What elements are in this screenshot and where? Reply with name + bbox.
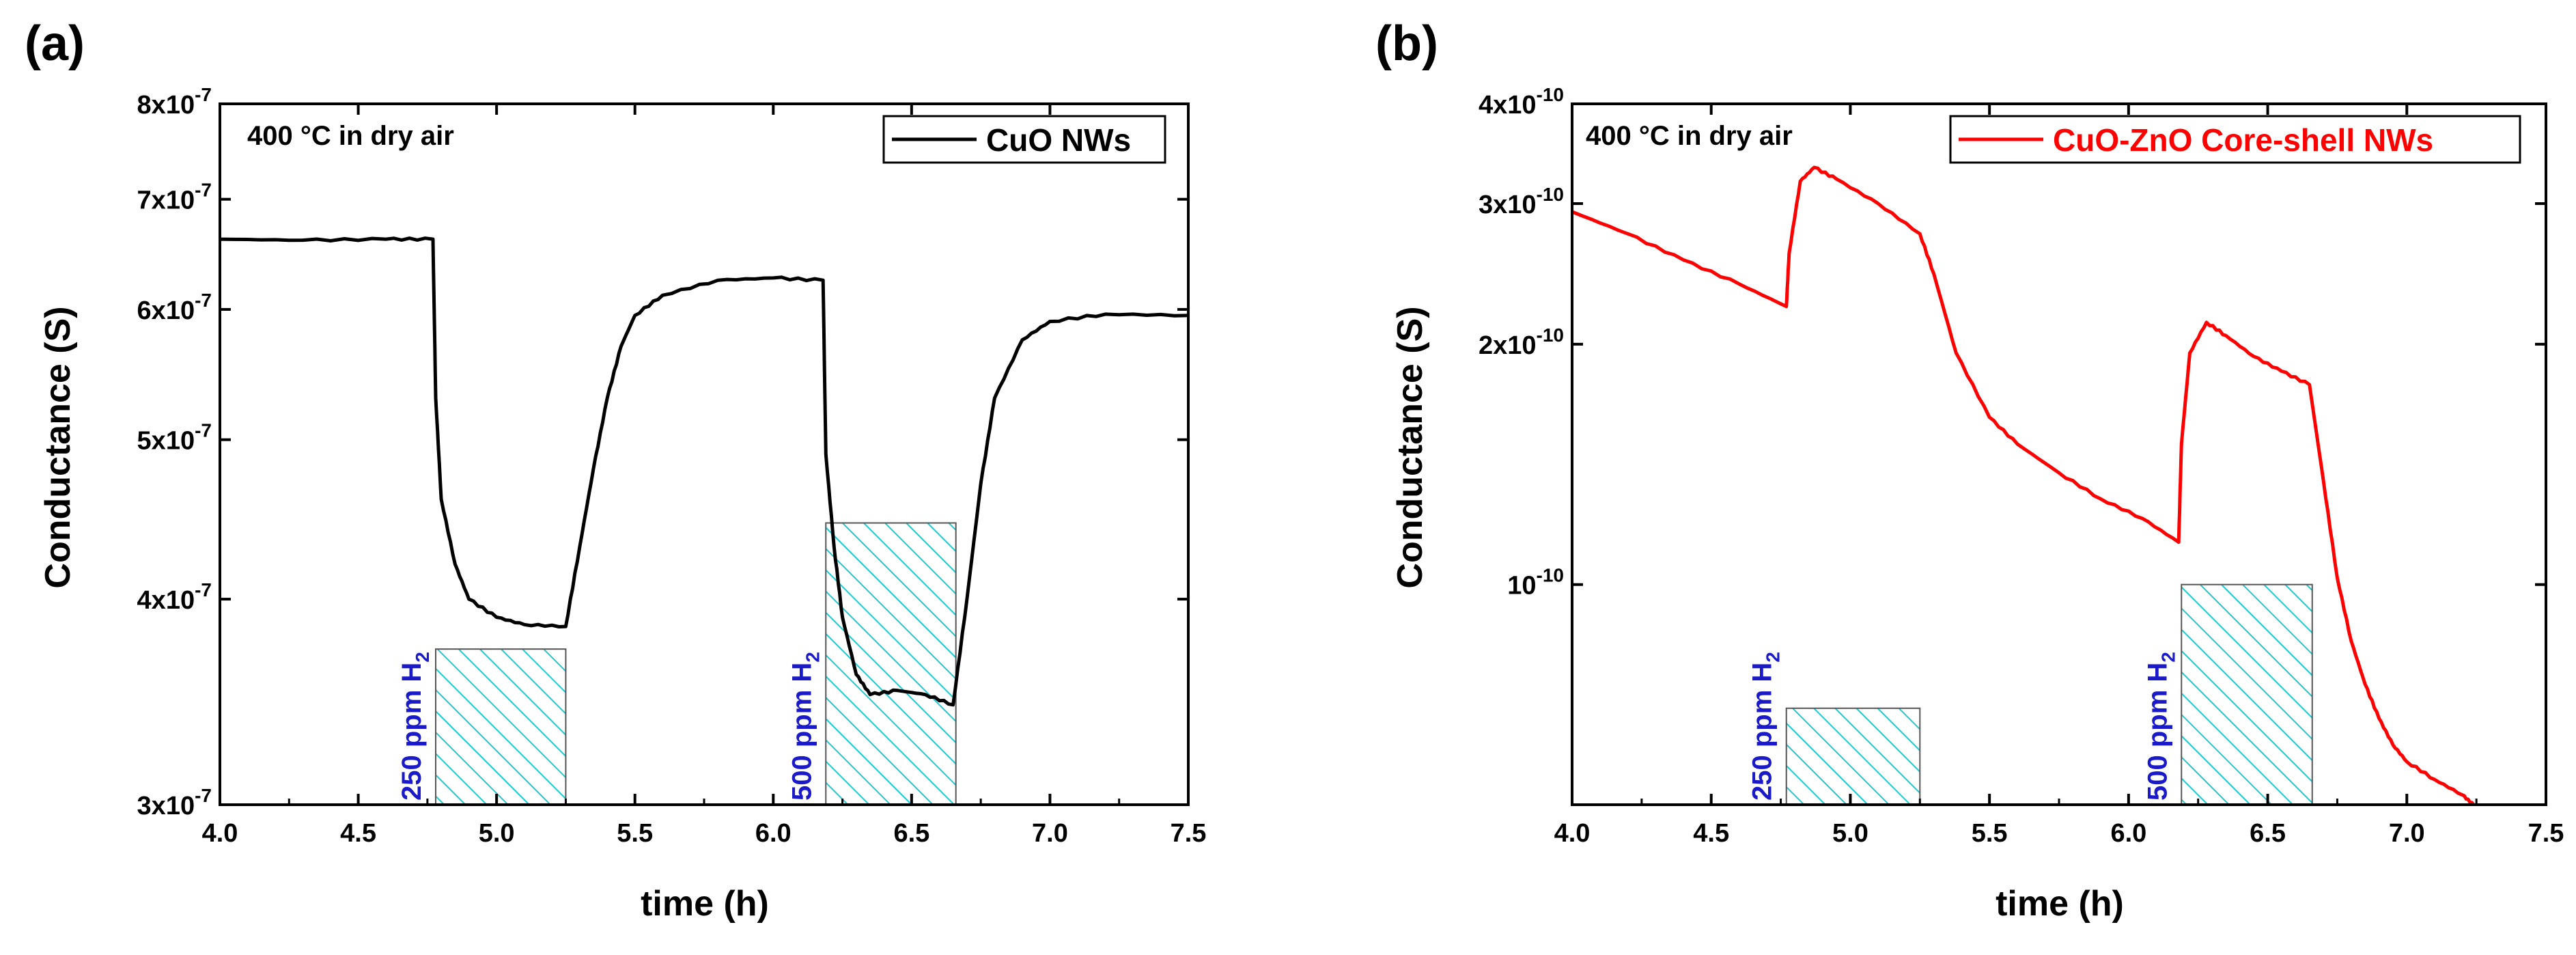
stimulus-bars-a: 250 ppm H2 500 ppm H2 — [397, 522, 957, 805]
x-tick-label: 6.0 — [2110, 819, 2146, 848]
stimulus-label-2: 500 ppm H2 — [2142, 652, 2179, 801]
conductance-line-cuo-zno — [1571, 165, 2476, 806]
legend-a: CuO NWs — [882, 115, 1166, 164]
x-tick-label: 6.0 — [755, 819, 792, 848]
y-tick-label: 6x10-7 — [137, 290, 212, 325]
ticks-a: 4.0 4.5 5.0 5.5 6.0 6.5 7.0 7.5 3x10-7 4x10-7 5x10… — [137, 84, 1207, 848]
stimulus-label-1: 250 ppm H2 — [1748, 652, 1784, 801]
stimulus-label-2: 500 ppm H2 — [787, 652, 823, 801]
x-tick-label: 7.0 — [1032, 819, 1068, 848]
ticks-b: 4.0 4.5 5.0 5.5 6.0 6.5 7.0 7.5 10-10 2x10-10 3x10… — [1479, 84, 2564, 848]
panel-a: (a) Conductance (S) time (h) 250 ppm H2 5… — [25, 16, 1206, 924]
annotation-b: 400 °C in dry air — [1586, 121, 1793, 151]
legend-label-b: CuO-ZnO Core-shell NWs — [2053, 122, 2433, 158]
legend-b: CuO-ZnO Core-shell NWs — [1949, 115, 2521, 164]
y-tick-label: 2x10-10 — [1479, 324, 1564, 360]
x-tick-label: 5.0 — [1832, 819, 1868, 848]
y-tick-label: 8x10-7 — [137, 84, 212, 120]
panel-label-b: (b) — [1375, 16, 1438, 71]
x-tick-label: 7.5 — [2528, 819, 2564, 848]
y-axis-title-b: Conductance (S) — [1390, 306, 1430, 588]
stimulus-bar-2 — [825, 522, 957, 805]
legend-label-a: CuO NWs — [986, 122, 1131, 158]
x-tick-label: 5.5 — [617, 819, 653, 848]
y-tick-label: 4x10-10 — [1479, 84, 1564, 120]
stimulus-bars-b: 250 ppm H2 500 ppm H2 — [1748, 583, 2313, 806]
conductance-line-cuo — [219, 236, 1189, 707]
x-tick-label: 6.5 — [2250, 819, 2286, 848]
y-tick-label: 5x10-7 — [137, 420, 212, 456]
x-axis-title-a: time (h) — [641, 884, 769, 924]
x-tick-label: 4.0 — [1554, 819, 1591, 848]
stimulus-bar-1 — [1785, 707, 1921, 805]
y-tick-label: 3x10-7 — [137, 785, 212, 820]
y-tick-label: 10-10 — [1507, 565, 1564, 600]
stimulus-bar-1 — [435, 648, 567, 805]
x-tick-label: 6.5 — [893, 819, 929, 848]
stimulus-label-1: 250 ppm H2 — [397, 652, 433, 801]
legend-box-b — [1949, 115, 2521, 164]
plot-frame-a — [219, 102, 1190, 806]
panel-b: (b) Conductance (S) time (h) 250 ppm H2 5… — [1375, 16, 2564, 924]
panel-label-a: (a) — [25, 16, 85, 71]
x-tick-label: 5.0 — [479, 819, 515, 848]
x-tick-label: 5.5 — [1972, 819, 2008, 848]
x-tick-label: 4.0 — [202, 819, 238, 848]
y-tick-label: 7x10-7 — [137, 180, 212, 215]
stimulus-bar-2 — [2181, 583, 2313, 806]
x-tick-label: 7.0 — [2389, 819, 2425, 848]
plot-frame-b — [1571, 102, 2547, 806]
annotation-a: 400 °C in dry air — [247, 121, 454, 151]
y-axis-title-a: Conductance (S) — [38, 306, 78, 588]
x-tick-label: 4.5 — [340, 819, 376, 848]
x-tick-label: 7.5 — [1171, 819, 1207, 848]
x-axis-title-b: time (h) — [1996, 884, 2124, 924]
y-tick-label: 3x10-10 — [1479, 184, 1564, 219]
y-tick-label: 4x10-7 — [137, 579, 212, 615]
x-tick-label: 4.5 — [1693, 819, 1729, 848]
